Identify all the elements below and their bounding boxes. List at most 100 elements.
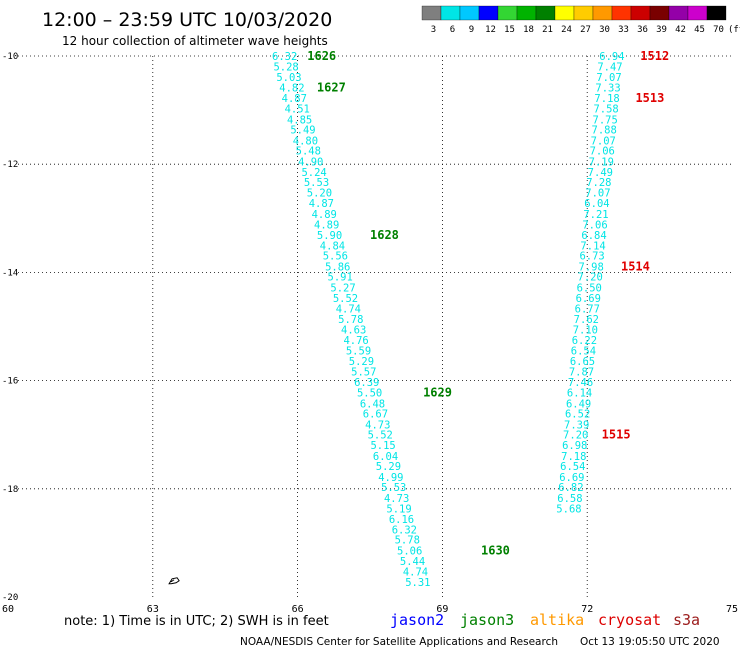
- swh-value: 5.86: [325, 261, 350, 273]
- swh-value: 7.10: [573, 325, 598, 337]
- swh-value: 7.47: [597, 61, 622, 73]
- swh-value: 7.20: [563, 430, 588, 442]
- colorbar-swatch: [573, 5, 594, 21]
- swh-value: 4.85: [287, 114, 312, 126]
- swh-value: 7.18: [594, 93, 619, 105]
- map-grid: 60 63 66 69 72 75 -10 -12 -14 -16 -18 -20: [2, 52, 738, 615]
- colorbar-swatch: [497, 5, 518, 21]
- swh-value: 4.76: [343, 335, 368, 347]
- lon-tick-label: 75: [726, 604, 738, 615]
- footer-credit: NOAA/NESDIS Center for Satellite Applica…: [240, 636, 558, 648]
- swh-value: 5.68: [556, 503, 581, 515]
- colorbar-swatch: [649, 5, 670, 21]
- colorbar-swatch: [630, 5, 651, 21]
- swh-value: 6.22: [572, 335, 597, 347]
- lat-tick-label: -20: [2, 593, 18, 603]
- swh-value: 6.54: [571, 345, 596, 357]
- swh-value: 4.90: [298, 156, 323, 168]
- colorbar-swatch: [592, 5, 613, 21]
- colorbar-tick-label: 39: [656, 25, 667, 35]
- swh-value: 6.50: [577, 283, 602, 295]
- colorbar-swatch: [421, 5, 442, 21]
- swh-value: 6.77: [575, 304, 600, 316]
- swh-value: 4.63: [341, 325, 366, 337]
- lat-tick-label: -14: [2, 268, 18, 278]
- track-cryosat: 6.947.477.077.337.187.587.757.887.077.06…: [556, 49, 669, 515]
- colorbar-tick-label: 18: [523, 25, 534, 35]
- swh-value: 6.84: [581, 230, 606, 242]
- colorbar-tick-label: 12: [485, 25, 496, 35]
- swh-value: 5.19: [386, 503, 411, 515]
- swh-value: 7.62: [574, 314, 599, 326]
- swh-value: 5.15: [370, 440, 395, 452]
- swh-value: 7.18: [561, 451, 586, 463]
- colorbar-tick-label: 6: [450, 25, 455, 35]
- swh-value: 5.44: [400, 556, 425, 568]
- swh-value: 7.07: [585, 187, 610, 199]
- swh-value: 6.82: [558, 482, 583, 494]
- swh-value: 6.04: [373, 451, 398, 463]
- lon-tick-label: 60: [2, 604, 14, 615]
- swh-value: 6.69: [576, 293, 601, 305]
- swh-value: 7.39: [564, 419, 589, 431]
- colorbar-swatch: [668, 5, 689, 21]
- swh-value: 4.89: [312, 209, 337, 221]
- legend-altika: altika: [530, 611, 584, 629]
- legend-jason2: jason2: [390, 611, 444, 629]
- swh-value: 7.06: [590, 146, 615, 158]
- colorbar-tick-label: 24: [561, 25, 572, 35]
- swh-value: 7.33: [595, 82, 620, 94]
- lon-tick-label: 69: [436, 604, 448, 615]
- swh-value: 5.50: [357, 388, 382, 400]
- swh-value: 5.53: [304, 177, 329, 189]
- swh-value: 7.28: [586, 177, 611, 189]
- satellite-tracks: 6.325.285.034.824.874.514.855.494.805.48…: [272, 49, 669, 589]
- swh-value: 5.78: [338, 314, 363, 326]
- swh-value: 6.65: [570, 356, 595, 368]
- swh-value: 4.80: [293, 135, 318, 147]
- colorbar-swatch: [516, 5, 537, 21]
- map-subtitle: 12 hour collection of altimeter wave hei…: [62, 34, 328, 48]
- swh-value: 7.46: [568, 377, 593, 389]
- swh-value: 7.75: [593, 114, 618, 126]
- track-jason3: 6.325.285.034.824.874.514.855.494.805.48…: [272, 49, 510, 589]
- swh-value: 4.89: [314, 219, 339, 231]
- swh-value: 5.27: [330, 283, 355, 295]
- swh-value: 6.14: [567, 388, 592, 400]
- legend-jason3: jason3: [460, 611, 514, 629]
- swh-value: 6.39: [354, 377, 379, 389]
- swh-value: 6.73: [579, 251, 604, 263]
- swh-value: 7.14: [580, 240, 605, 252]
- swh-value: 6.94: [599, 51, 624, 63]
- colorbar-swatch: [687, 5, 708, 21]
- pass-time-label: 1512: [640, 49, 669, 63]
- colorbar-unit: (ft): [728, 25, 740, 35]
- swh-value: 7.58: [593, 103, 618, 115]
- swh-value: 5.90: [317, 230, 342, 242]
- swh-value: 6.49: [566, 398, 591, 410]
- island-outline: [168, 577, 180, 585]
- swh-value: 5.24: [301, 167, 326, 179]
- swh-value: 5.56: [323, 251, 348, 263]
- footer-timestamp: Oct 13 19:05:50 UTC 2020: [580, 636, 720, 648]
- colorbar-tick-label: 30: [599, 25, 610, 35]
- swh-value: 5.59: [346, 345, 371, 357]
- swh-value: 6.67: [363, 409, 388, 421]
- island-shape: [168, 577, 180, 585]
- colorbar-tick-label: 70: [713, 25, 724, 35]
- swh-value: 7.20: [578, 272, 603, 284]
- lon-tick-label: 66: [292, 604, 304, 615]
- swh-value: 6.32: [392, 524, 417, 536]
- colorbar-swatch: [535, 5, 556, 21]
- swh-value: 6.54: [560, 461, 585, 473]
- swh-value: 7.21: [583, 209, 608, 221]
- legend-s3a: s3a: [673, 611, 700, 629]
- colorbar-tick-label: 9: [469, 25, 474, 35]
- swh-value: 5.91: [328, 272, 353, 284]
- swh-value: 7.49: [588, 167, 613, 179]
- lat-tick-label: -10: [2, 52, 18, 62]
- colorbar-swatch: [611, 5, 632, 21]
- swh-value: 4.74: [403, 567, 428, 579]
